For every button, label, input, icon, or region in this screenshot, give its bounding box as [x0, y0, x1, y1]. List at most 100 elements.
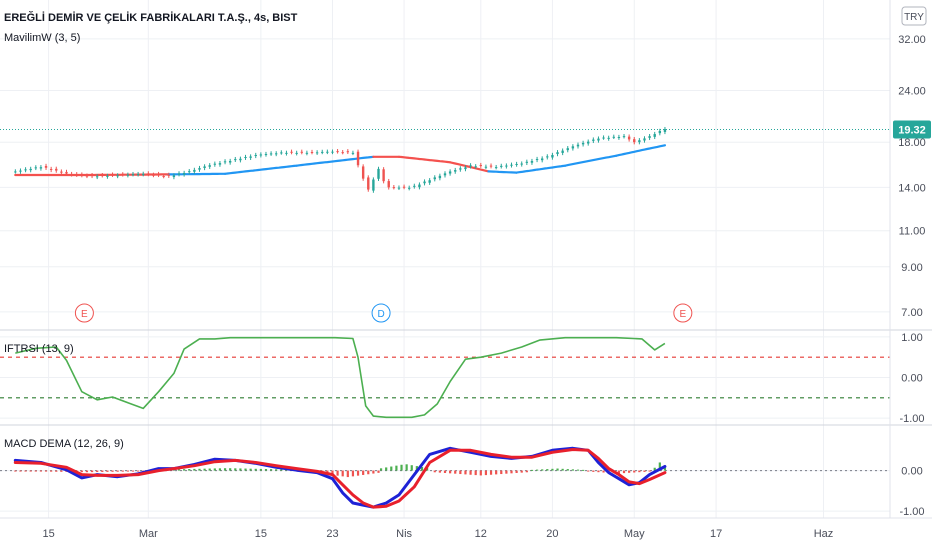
macd-histogram-bar — [203, 468, 206, 471]
candle-body — [530, 161, 534, 163]
price-axis[interactable]: 32.00 24.00 18.00 14.00 11.00 9.00 7.00 1.00 0.0… — [898, 34, 926, 518]
macd-histogram-bar — [19, 470, 22, 472]
candle-body — [520, 163, 523, 165]
macd-histogram-bar — [576, 469, 580, 471]
macd-histogram-bar — [535, 469, 539, 471]
candle-body — [239, 158, 242, 161]
candle-body — [658, 130, 662, 134]
candle-body — [70, 174, 73, 176]
macd-histogram-bar — [571, 469, 574, 471]
macd-histogram-bar — [510, 470, 513, 474]
macd-histogram-bar — [126, 470, 129, 472]
macd-histogram-bar — [663, 467, 667, 471]
time-tick-label: 15 — [255, 528, 267, 540]
macd-histogram-bar — [101, 470, 104, 472]
time-tick-label: Mar — [139, 528, 158, 540]
candle-body — [663, 129, 667, 132]
candle-body — [65, 171, 68, 174]
candle-body — [433, 177, 436, 180]
macd-histogram-bar — [367, 470, 370, 475]
macd-histogram-bar — [385, 467, 388, 471]
candle-body — [177, 173, 181, 175]
macd-histogram-bar — [617, 470, 621, 474]
macd-histogram-bar — [541, 469, 544, 471]
candle-body — [228, 161, 232, 163]
currency-label: TRY — [904, 12, 924, 23]
candles — [14, 126, 667, 193]
candle-body — [280, 152, 283, 154]
candle-body — [602, 137, 605, 139]
candle-body — [331, 151, 334, 153]
iftrsi-line — [15, 336, 666, 419]
macd-histogram-bar — [484, 470, 488, 476]
currency-badge[interactable]: TRY — [901, 6, 927, 26]
macd-histogram-bar — [259, 468, 262, 471]
macd-histogram-bar — [379, 468, 383, 471]
macd-histogram-bar — [177, 469, 181, 471]
macd-histogram-bar — [469, 470, 472, 475]
candle-body — [346, 151, 350, 153]
macd-histogram-bar — [280, 469, 283, 471]
mavilim-segment-down — [449, 161, 490, 173]
candle-body — [372, 179, 375, 191]
macd-axis-label: 0.00 — [901, 466, 922, 478]
macd-histogram-bar — [121, 470, 124, 472]
macd-histogram-bar — [438, 470, 441, 473]
time-axis[interactable]: 15 Mar 15 23 Nis 12 20 May 17 Haz — [42, 528, 833, 540]
macd-histogram-bar — [459, 470, 462, 475]
macd-histogram-bar — [638, 470, 641, 473]
macd-histogram-bar — [400, 464, 403, 471]
candle-body — [648, 136, 651, 138]
mavilim-segment-up — [167, 172, 227, 176]
event-marker-label: E — [680, 309, 687, 320]
time-tick-label: 23 — [326, 528, 338, 540]
macd-histogram-bar — [351, 470, 355, 477]
macd-histogram-bar — [85, 470, 89, 473]
iftrsi-pane[interactable] — [0, 336, 932, 426]
macd-histogram-bar — [515, 470, 518, 473]
candle-body — [19, 170, 22, 172]
price-axis-label: 9.00 — [901, 262, 922, 274]
candle-body — [90, 175, 94, 177]
candle-body — [576, 144, 580, 147]
candle-body — [300, 151, 303, 153]
macd-histogram-bar — [275, 469, 278, 471]
macd-histogram-bar — [90, 470, 94, 473]
candle-body — [413, 185, 416, 187]
macd-histogram-bar — [80, 470, 83, 473]
macd-histogram-bar — [96, 470, 99, 473]
price-axis-label: 7.00 — [901, 307, 922, 319]
candle-body — [244, 157, 247, 159]
macd-pane[interactable] — [0, 446, 890, 509]
mavilim-segment-down — [91, 173, 170, 177]
macd-histogram-bar — [336, 470, 339, 476]
candle-body — [407, 187, 411, 189]
candle-body — [489, 165, 493, 167]
candle-body — [448, 171, 452, 174]
event-marker-E — [74, 303, 94, 323]
grid-layer — [0, 0, 890, 518]
candle-body — [223, 161, 227, 163]
candle-body — [321, 151, 324, 153]
candle-body — [264, 154, 268, 156]
candle-body — [142, 173, 145, 175]
candle-body — [387, 181, 390, 188]
macd-histogram-bar — [390, 466, 393, 471]
candle-body — [285, 152, 288, 154]
candle-body — [397, 187, 401, 189]
time-tick-label: 12 — [475, 528, 487, 540]
candle-body — [310, 152, 314, 154]
time-tick-label: 20 — [546, 528, 558, 540]
price-axis-label: 18.00 — [898, 137, 926, 149]
macd-histogram-bar — [223, 468, 227, 471]
macd-histogram-bar — [395, 465, 398, 471]
candle-body — [500, 165, 503, 167]
last-price-tag: 19.32 — [893, 120, 931, 139]
macd-histogram-bar — [50, 470, 53, 472]
candle-body — [254, 155, 257, 157]
time-tick-label: Nis — [396, 528, 412, 540]
candle-body — [351, 152, 355, 154]
